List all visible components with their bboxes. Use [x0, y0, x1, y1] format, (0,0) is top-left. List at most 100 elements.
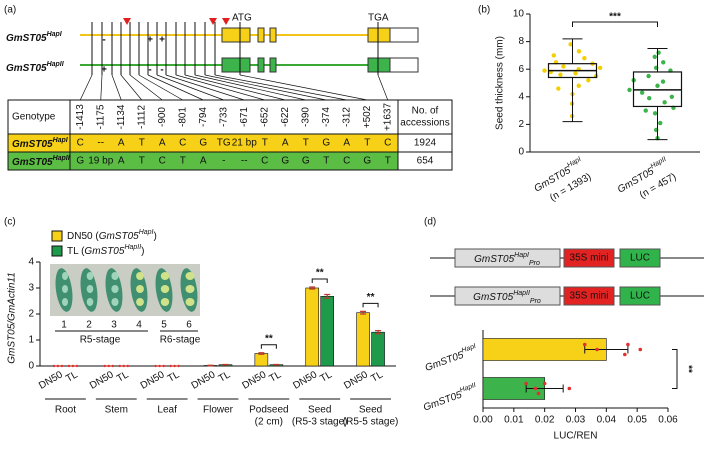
legend-sup: HapII [124, 244, 141, 251]
category-label: Flower [203, 405, 234, 416]
replicate-dot [52, 364, 56, 368]
legend-prefix: DN50 ( [67, 231, 99, 242]
error-bar [324, 293, 331, 299]
table-cell-text: 654 [417, 156, 434, 167]
point [561, 64, 566, 69]
significance-bracket [572, 21, 658, 27]
point [576, 49, 582, 54]
gene-sup: HapI [461, 343, 477, 355]
x-tick-label: 0.05 [627, 415, 647, 426]
point [597, 65, 603, 71]
table-header-cell: -1134 [116, 104, 127, 129]
x-tick-label: TL [115, 369, 131, 385]
table-cell-text: T [303, 138, 309, 149]
legend-suffix: ) [141, 246, 144, 257]
point [627, 87, 632, 93]
error-bar [584, 345, 629, 354]
table-cell-text: C [261, 156, 268, 167]
replicate-dot [122, 364, 125, 368]
category-label: Seed [308, 405, 331, 416]
error-bar [222, 363, 229, 366]
seed [160, 285, 170, 293]
point [623, 352, 627, 357]
category-label: Seed [359, 405, 382, 416]
gene-base: GmST05 [12, 157, 53, 168]
promoter-box [454, 286, 561, 306]
snp-link [79, 74, 93, 101]
table-header-cell: -374 [321, 107, 332, 127]
point [652, 111, 658, 116]
table-header-cell: -622 [280, 107, 291, 127]
point [567, 386, 572, 391]
point [573, 71, 578, 76]
point [542, 381, 547, 386]
legend-label: TL (GmST05HapII) [67, 244, 145, 257]
seed [136, 298, 144, 306]
y-tick-label: 0 [518, 147, 524, 158]
replicate-dot [118, 364, 121, 368]
gene-sup: HapII [53, 155, 71, 162]
point [551, 53, 556, 58]
legend-gene: GmST05 [99, 231, 139, 242]
point [646, 73, 651, 79]
category-label: (2 cm) [255, 417, 283, 428]
table-cell-text: C [159, 156, 166, 167]
stop-codon: TGA [368, 13, 389, 24]
seed [86, 272, 94, 280]
panel-label: (c) [4, 217, 16, 228]
y-tick-label: 4 [518, 91, 524, 102]
indel-mark: + [159, 35, 165, 46]
point [533, 386, 538, 391]
point [669, 94, 675, 100]
replicate-dot [111, 364, 114, 368]
table-cell-text: T [262, 138, 268, 149]
legend-swatch [51, 245, 63, 257]
table-cell-text: - [222, 156, 225, 167]
inset-number: 5 [161, 320, 167, 331]
significance-bracket [260, 344, 277, 349]
inset-number: 6 [186, 320, 192, 331]
gene-sub: Pro [530, 298, 541, 305]
table-cell-text: G [322, 138, 330, 149]
category-label: (R5-3 stage) [292, 417, 348, 428]
significance-bracket [311, 278, 328, 283]
point [660, 79, 666, 84]
table-cell-text: C [343, 156, 350, 167]
replicate-dot [67, 364, 71, 368]
gene-sup: HapI [514, 252, 529, 259]
table-header-cell: accessions [400, 118, 449, 129]
table-header-cell: +1637 [382, 103, 393, 132]
category-label: (R5-5 stage) [343, 417, 399, 428]
y-tick-label: 6 [518, 64, 524, 75]
snp-link [100, 74, 103, 101]
gene-name: GmST05HapI [6, 31, 63, 44]
gene-base: GmST05 [473, 292, 513, 303]
gene-sup: HapII [649, 156, 667, 170]
core-label: 35S mini [570, 253, 609, 264]
y-tick-label: 10 [513, 9, 525, 20]
inset-number: 4 [136, 320, 142, 331]
gene-sup: HapI [53, 137, 69, 144]
gene-sub: Pro [529, 260, 540, 267]
error-bar [207, 364, 214, 367]
table-header-cell: +502 [362, 105, 373, 128]
gene-name: GmST05HapI [12, 137, 69, 150]
snp-link [129, 74, 163, 101]
point [542, 68, 547, 73]
legend-label: DN50 (GmST05HapI) [67, 229, 157, 242]
x-tick-label: DN50 [88, 369, 116, 392]
indel-mark: + [147, 35, 153, 46]
indel-mark: + [101, 65, 107, 76]
x-tick-label: DN50 [139, 369, 167, 392]
table-header-cell: No. of [412, 106, 439, 117]
inset-stage: R5-stage [80, 335, 121, 346]
gene-base: GmST05 [422, 389, 464, 413]
panel-label: (d) [424, 217, 436, 228]
table-cell-text: G [363, 156, 371, 167]
table-cell-text: -- [97, 138, 104, 149]
significance: *** [609, 12, 621, 23]
replicate-dot [162, 364, 165, 368]
point [639, 90, 645, 95]
snp-link [120, 74, 143, 101]
point [658, 120, 663, 126]
